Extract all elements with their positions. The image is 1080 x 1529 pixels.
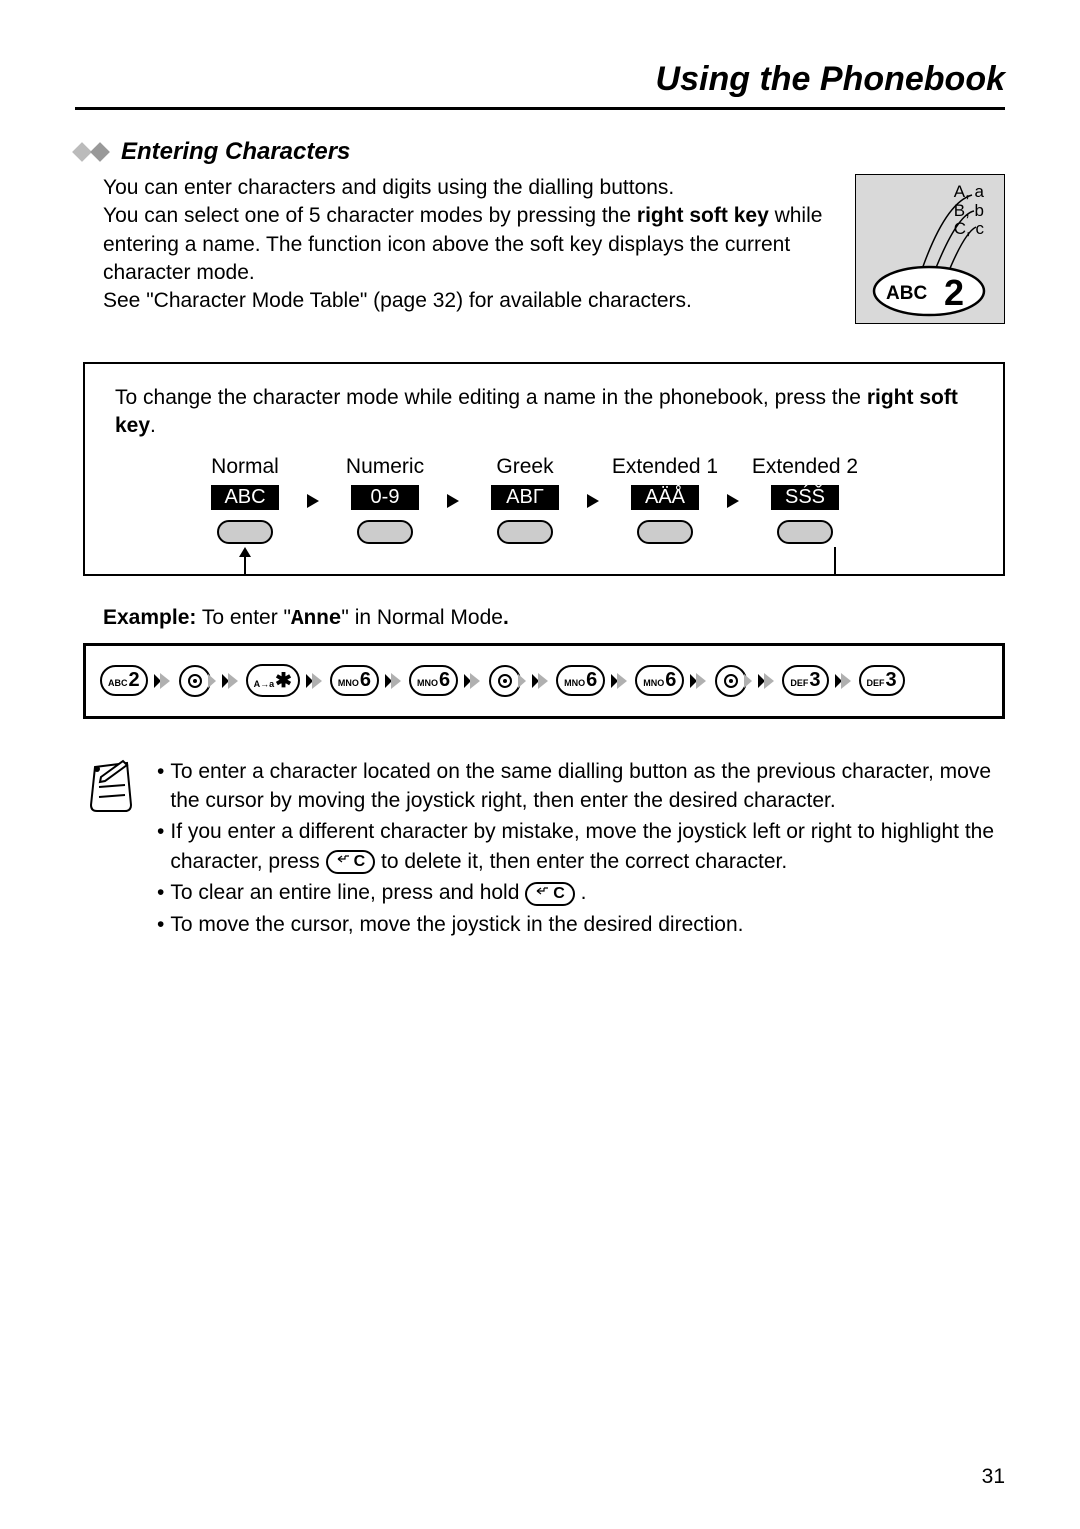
seq-arrow-icon — [306, 671, 324, 691]
modes-row: Normal ABC Numeric 0-9 Greek ABΓ Extended 1 AÄÅ… — [175, 455, 973, 544]
dial-key: MNO6 — [556, 665, 605, 696]
note-3: To clear an entire line, press and hold … — [170, 878, 586, 907]
note-2: If you enter a different character by mi… — [170, 817, 1005, 876]
mode-badge: ABΓ — [491, 485, 559, 510]
illus-key-big: 2 — [944, 272, 964, 313]
soft-key-icon — [637, 520, 693, 544]
mode-badge: SŚŠ — [771, 485, 839, 510]
seq-arrow-icon — [532, 671, 550, 691]
intro-line2a: You can select one of 5 character modes … — [103, 204, 637, 227]
joystick-icon — [488, 664, 526, 698]
mode-badge: ABC — [211, 485, 279, 510]
dial-key: DEF3 — [859, 665, 905, 696]
header: Using the Phonebook — [75, 60, 1005, 110]
section-subtitle: Entering Characters — [121, 138, 350, 166]
seq-arrow-icon — [385, 671, 403, 691]
mode-column: Numeric 0-9 — [315, 455, 455, 544]
note-4: To move the cursor, move the joystick in… — [170, 910, 743, 939]
dial-key: MNO6 — [635, 665, 684, 696]
seq-arrow-icon — [690, 671, 708, 691]
dial-key: MNO6 — [409, 665, 458, 696]
dial-key: ABC2 — [100, 665, 148, 696]
intro-line3: See "Character Mode Table" (page 32) for… — [103, 289, 692, 312]
mode-label: Extended 1 — [612, 455, 718, 479]
example-line: Example: To enter "Anne" in Normal Mode. — [103, 606, 1005, 631]
page-title: Using the Phonebook — [75, 60, 1005, 99]
section-heading-row: Entering Characters — [75, 138, 1005, 166]
illus-key-small: ABC — [886, 283, 927, 304]
note-1: To enter a character located on the same… — [170, 757, 1005, 816]
mode-loop-line — [215, 547, 875, 593]
mode-column: Greek ABΓ — [455, 455, 595, 544]
mode-column: Extended 2 SŚŠ — [735, 455, 875, 544]
mode-label: Greek — [496, 455, 553, 479]
notes-section: •To enter a character located on the sam… — [83, 757, 1005, 941]
joystick-icon — [714, 664, 752, 698]
soft-key-icon — [777, 520, 833, 544]
joystick-icon — [178, 664, 216, 698]
intro-line2b: right soft key — [637, 204, 769, 227]
mode-box: To change the character mode while editi… — [83, 362, 1005, 576]
seq-arrow-icon — [835, 671, 853, 691]
intro-text: You can enter characters and digits usin… — [103, 174, 835, 316]
key-illustration: A, a B, b C, c ABC 2 — [855, 174, 1005, 324]
mode-label: Extended 2 — [752, 455, 858, 479]
seq-arrow-icon — [611, 671, 629, 691]
mode-badge: AÄÅ — [631, 485, 699, 510]
mode-label: Numeric — [346, 455, 424, 479]
sequence-box: ABC2 A→a✱ MNO6 MNO6 MNO6 MNO6 DEF3 DEF3 — [83, 643, 1005, 719]
key-illustration-svg: ABC 2 — [864, 183, 998, 317]
mode-column: Normal ABC — [175, 455, 315, 544]
note-icon — [83, 757, 139, 941]
seq-arrow-icon — [758, 671, 776, 691]
notes-list: •To enter a character located on the sam… — [157, 757, 1005, 941]
c-key-icon: C — [326, 850, 376, 874]
c-key-icon: C — [525, 882, 575, 906]
page-number: 31 — [982, 1465, 1005, 1489]
dial-key: A→a✱ — [246, 664, 300, 697]
dial-key: MNO6 — [330, 665, 379, 696]
mode-badge: 0-9 — [351, 485, 419, 510]
mode-label: Normal — [211, 455, 279, 479]
dial-key: DEF3 — [782, 665, 828, 696]
soft-key-icon — [357, 520, 413, 544]
seq-arrow-icon — [222, 671, 240, 691]
soft-key-icon — [217, 520, 273, 544]
mode-column: Extended 1 AÄÅ — [595, 455, 735, 544]
seq-arrow-icon — [464, 671, 482, 691]
intro-line1: You can enter characters and digits usin… — [103, 176, 674, 199]
seq-arrow-icon — [154, 671, 172, 691]
mode-box-text: To change the character mode while editi… — [115, 384, 973, 441]
soft-key-icon — [497, 520, 553, 544]
diamond-bullets — [75, 145, 111, 159]
